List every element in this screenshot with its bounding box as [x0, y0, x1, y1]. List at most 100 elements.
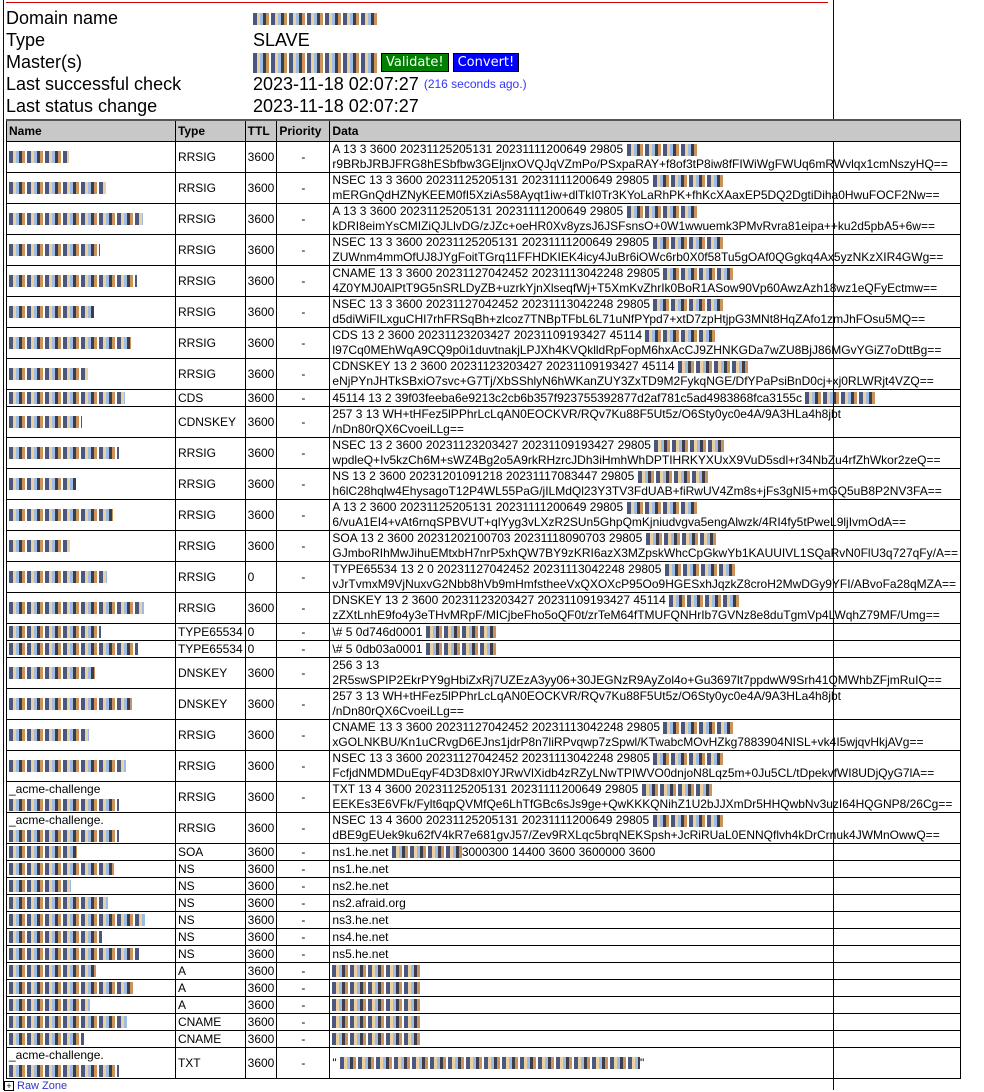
validate-button[interactable]: Validate! [381, 53, 449, 73]
table-row: A 3600 - [6, 979, 961, 997]
table-row: RRSIG 3600 - A 13 2 3600 20231125205131 … [6, 499, 961, 531]
cell-name [6, 688, 176, 720]
cell-type: CDNSKEY [174, 406, 246, 438]
cell-name [6, 860, 176, 878]
data-line1: \# 5 0db03a0001 [332, 641, 423, 656]
cell-name [6, 962, 176, 980]
error-box-border [6, 0, 828, 3]
data-line1: 256 3 13 [332, 658, 380, 672]
cell-type: DNSKEY [174, 688, 246, 720]
cell-type: CNAME [174, 1013, 246, 1031]
cell-ttl: 3600 [244, 894, 278, 912]
cell-data: A 13 3 3600 20231125205131 2023111120064… [329, 203, 961, 235]
cell-ttl: 3600 [244, 1013, 278, 1031]
header-ttl: TTL [244, 119, 278, 142]
data-line2: 6/vuA1EI4+vAt6rnqSPBVUT+qlYyg3vLXzR2SUn5… [332, 515, 907, 529]
cell-type: RRSIG [174, 750, 246, 782]
table-row: TYPE65534 0 - \# 5 0db03a0001 [6, 640, 961, 658]
cell-data: SOA 13 2 3600 20231202100703 20231118090… [329, 530, 961, 562]
data-line1: ns2.he.net [332, 878, 389, 893]
data-redacted [332, 1016, 423, 1029]
cell-priority: - [276, 592, 331, 624]
data-redacted [645, 532, 716, 545]
name-redacted [9, 982, 133, 995]
data-line2: h6lC28hqlw4EhysagoT12P4WL55PaG/jILMdQl23… [332, 484, 942, 498]
cell-data: NSEC 13 3 3600 20231127042452 2023111304… [329, 750, 961, 782]
cell-type: NS [174, 945, 246, 963]
cell-priority: - [276, 812, 331, 844]
data-line1: ns1.he.net [332, 861, 389, 876]
table-row: NS 3600 - ns2.afraid.org [6, 894, 961, 912]
data-line1: ns4.he.net [332, 929, 389, 944]
cell-name [6, 389, 176, 407]
cell-type: CNAME [174, 1030, 246, 1048]
cell-ttl: 0 [244, 623, 278, 641]
cell-priority: - [276, 406, 331, 438]
cell-priority: - [276, 860, 331, 878]
data-redacted [663, 721, 734, 734]
data-redacted [626, 205, 697, 218]
table-row: RRSIG 3600 - NSEC 13 3 3600 202311270424… [6, 750, 961, 782]
data-line1: ns3.he.net [332, 912, 389, 927]
data-line2: xGOLNKBU/Kn1uCRvgD6EJns1jdrP8n7liRPvqwp7… [332, 735, 924, 749]
data-redacted [332, 999, 423, 1012]
convert-button[interactable]: Convert! [452, 53, 520, 73]
data-line1: NSEC 13 3 3600 20231127042452 2023111304… [332, 297, 651, 311]
cell-priority: - [276, 1030, 331, 1048]
cell-priority: - [276, 437, 331, 469]
name-redacted [9, 643, 138, 656]
cell-type: RRSIG [174, 781, 246, 813]
cell-name: _acme-challenge. [6, 1047, 176, 1079]
name-redacted [9, 1033, 84, 1046]
cell-name [6, 640, 176, 658]
cell-ttl: 3600 [244, 928, 278, 946]
cell-data [329, 962, 961, 980]
data-line1: CDS 13 2 3600 20231123203427 20231109193… [332, 328, 643, 342]
data-redacted [805, 392, 876, 405]
cell-name [6, 296, 176, 328]
name-redacted [9, 999, 90, 1012]
data-line2: /nDn80rQX6CvoeiLLg== [332, 422, 464, 436]
name-redacted [9, 880, 71, 893]
data-line1: NSEC 13 3 3600 20231125205131 2023111120… [332, 173, 650, 187]
cell-name [6, 561, 176, 593]
name-redacted [9, 760, 126, 773]
name-redacted [9, 729, 89, 742]
last-check-ago: (216 seconds ago.) [423, 77, 527, 91]
cell-ttl: 3600 [244, 234, 278, 266]
name-prefix: _acme-challenge. [9, 1048, 104, 1062]
name-redacted [9, 368, 88, 381]
data-line1: " [332, 1055, 337, 1070]
cell-type: RRSIG [174, 561, 246, 593]
data-redacted [332, 1033, 423, 1046]
cell-type: TXT [174, 1047, 246, 1079]
data-line2: 2R5swSPIP2EkrPY9gHbiZxRj7UZEzA3yy06+30JE… [332, 673, 942, 687]
cell-ttl: 0 [244, 640, 278, 658]
table-row: RRSIG 0 - TYPE65534 13 2 0 2023112704245… [6, 561, 961, 593]
cell-name [6, 437, 176, 469]
cell-ttl: 3600 [244, 719, 278, 751]
cell-type: A [174, 962, 246, 980]
table-row: _acme-challenge RRSIG 3600 - TXT 13 4 36… [6, 781, 961, 813]
table-row: NS 3600 - ns1.he.net [6, 860, 961, 878]
name-redacted [9, 571, 107, 584]
name-redacted [9, 897, 108, 910]
data-redacted [637, 470, 708, 483]
raw-zone-label[interactable]: Raw Zone [17, 1080, 68, 1092]
cell-type: RRSIG [174, 468, 246, 500]
table-row: CDS 3600 - 45114 13 2 39f03feeba6e9213c2… [6, 389, 961, 407]
data-redacted [332, 982, 423, 995]
cell-ttl: 3600 [244, 877, 278, 895]
data-redacted [645, 329, 716, 342]
cell-data: ns2.afraid.org [329, 894, 961, 912]
cell-name [6, 657, 176, 689]
data-line1: \# 5 0d746d0001 [332, 624, 423, 639]
cell-name [6, 894, 176, 912]
data-line2: r9BRbJRBJFRG8hESbfbw3GEljnxOVQJqVZmPo/PS… [332, 157, 948, 171]
data-line2: /nDn80rQX6CvoeiLLg== [332, 704, 464, 718]
cell-ttl: 3600 [244, 265, 278, 297]
name-redacted [9, 1064, 119, 1077]
cell-ttl: 3600 [244, 962, 278, 980]
data-line2: GJmboRIhMwJihuEMtxbH7nrP5xhQW7BY9zKRI6az… [332, 546, 958, 560]
raw-zone-link[interactable]: + Raw Zone [4, 1080, 67, 1092]
